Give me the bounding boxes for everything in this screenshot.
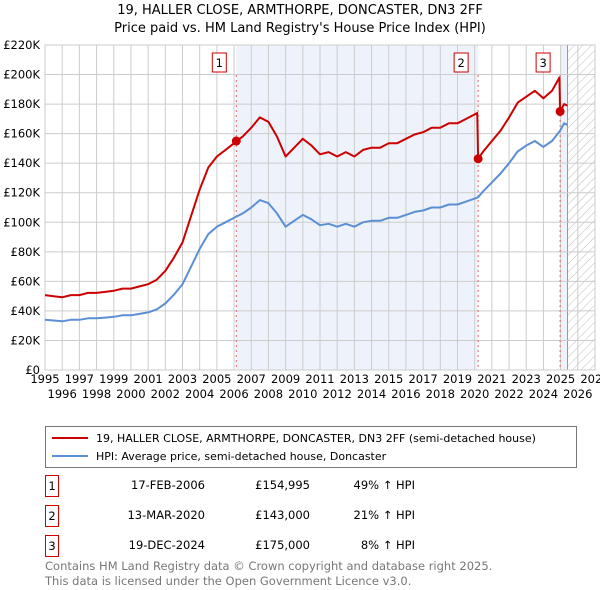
sale-label-box bbox=[535, 52, 551, 73]
sale-number: 1 bbox=[45, 475, 59, 497]
x-tick-label: 2006 bbox=[219, 387, 248, 401]
legend: 19, HALLER CLOSE, ARMTHORPE, DONCASTER, … bbox=[45, 426, 577, 468]
x-tick-label: 2013 bbox=[340, 372, 369, 386]
sale-label-box bbox=[211, 52, 227, 73]
x-tick-label: 1998 bbox=[82, 387, 111, 401]
y-tick-label: £0 bbox=[25, 363, 40, 377]
x-tick-label: 2009 bbox=[271, 372, 300, 386]
price-paid-line bbox=[44, 76, 568, 299]
x-tick-label: 2023 bbox=[512, 372, 541, 386]
sale-label: 2 bbox=[457, 56, 464, 70]
sale-hpi-diff: 49% ↑ HPI bbox=[353, 478, 415, 492]
x-tick-label: 2024 bbox=[529, 387, 558, 401]
x-tick-label: 2026 bbox=[563, 387, 592, 401]
y-tick-label: £60K bbox=[11, 274, 41, 288]
chart-subtitle: Price paid vs. HM Land Registry's House … bbox=[114, 21, 486, 36]
x-tick-label: 2012 bbox=[323, 387, 352, 401]
sale-point bbox=[231, 136, 241, 146]
shaded-period bbox=[560, 45, 568, 370]
x-tick-label: 2025 bbox=[546, 372, 575, 386]
hpi-line bbox=[44, 122, 568, 323]
legend-item-property: 19, HALLER CLOSE, ARMTHORPE, DONCASTER, … bbox=[52, 429, 536, 447]
y-tick-label: £160K bbox=[3, 127, 40, 141]
footer-copyright: Contains HM Land Registry data © Crown c… bbox=[45, 559, 493, 573]
sale-price: £154,995 bbox=[255, 478, 310, 492]
sale-date: 19-DEC-2024 bbox=[128, 538, 205, 552]
sale-point bbox=[555, 106, 565, 116]
x-tick-label: 2002 bbox=[151, 387, 180, 401]
chart-title: 19, HALLER CLOSE, ARMTHORPE, DONCASTER, … bbox=[117, 3, 483, 18]
sale-price: £175,000 bbox=[255, 538, 310, 552]
legend-swatch-blue bbox=[52, 455, 88, 457]
y-tick-label: £120K bbox=[3, 186, 40, 200]
x-tick-label: 1999 bbox=[99, 372, 128, 386]
x-tick-label: 2003 bbox=[168, 372, 197, 386]
future-hatch bbox=[567, 45, 595, 370]
sale-label: 3 bbox=[539, 56, 546, 70]
price-chart: 1995199619971998199920002001200220032004… bbox=[3, 38, 600, 401]
x-tick-label: 2007 bbox=[237, 372, 266, 386]
legend-label: HPI: Average price, semi-detached house,… bbox=[96, 449, 387, 463]
sale-price: £143,000 bbox=[255, 508, 310, 522]
x-tick-label: 2008 bbox=[254, 387, 283, 401]
x-tick-label: 2018 bbox=[426, 387, 455, 401]
x-tick-label: 2014 bbox=[357, 387, 386, 401]
sale-hpi-diff: 8% ↑ HPI bbox=[360, 538, 415, 552]
y-tick-label: £180K bbox=[3, 97, 40, 111]
x-tick-label: 2016 bbox=[391, 387, 420, 401]
sale-label-box bbox=[453, 52, 469, 73]
x-tick-label: 1996 bbox=[48, 387, 77, 401]
x-tick-label: 1997 bbox=[65, 372, 94, 386]
legend-label: 19, HALLER CLOSE, ARMTHORPE, DONCASTER, … bbox=[96, 431, 536, 445]
x-tick-label: 2001 bbox=[133, 372, 162, 386]
sale-point bbox=[473, 154, 483, 164]
legend-swatch-red bbox=[52, 437, 88, 439]
x-tick-label: 2000 bbox=[116, 387, 145, 401]
x-tick-label: 2022 bbox=[494, 387, 523, 401]
x-tick-label: 2005 bbox=[202, 372, 231, 386]
x-tick-label: 2015 bbox=[374, 372, 403, 386]
x-tick-label: 2017 bbox=[408, 372, 437, 386]
x-tick-label: 2004 bbox=[185, 387, 214, 401]
x-tick-label: 2027 bbox=[580, 372, 600, 386]
x-tick-label: 2020 bbox=[460, 387, 489, 401]
legend-item-hpi: HPI: Average price, semi-detached house,… bbox=[52, 447, 386, 465]
x-tick-label: 2019 bbox=[443, 372, 472, 386]
sale-date: 13-MAR-2020 bbox=[127, 508, 205, 522]
y-tick-label: £80K bbox=[11, 245, 41, 259]
sale-hpi-diff: 21% ↑ HPI bbox=[353, 508, 415, 522]
footer-licence: This data is licensed under the Open Gov… bbox=[45, 574, 412, 588]
y-tick-label: £220K bbox=[3, 38, 40, 52]
y-tick-label: £200K bbox=[3, 68, 40, 82]
y-tick-label: £140K bbox=[3, 156, 40, 170]
plot-frame bbox=[44, 44, 596, 371]
x-tick-label: 2010 bbox=[288, 387, 317, 401]
sale-date: 17-FEB-2006 bbox=[131, 478, 205, 492]
x-tick-label: 2011 bbox=[305, 372, 334, 386]
sale-number: 2 bbox=[45, 505, 59, 527]
y-tick-label: £20K bbox=[11, 333, 41, 347]
sale-label: 1 bbox=[216, 56, 223, 70]
y-tick-label: £100K bbox=[3, 215, 40, 229]
y-tick-label: £40K bbox=[11, 304, 41, 318]
x-tick-label: 2021 bbox=[477, 372, 506, 386]
sale-number: 3 bbox=[45, 535, 59, 557]
x-tick-label: 1995 bbox=[30, 372, 59, 386]
